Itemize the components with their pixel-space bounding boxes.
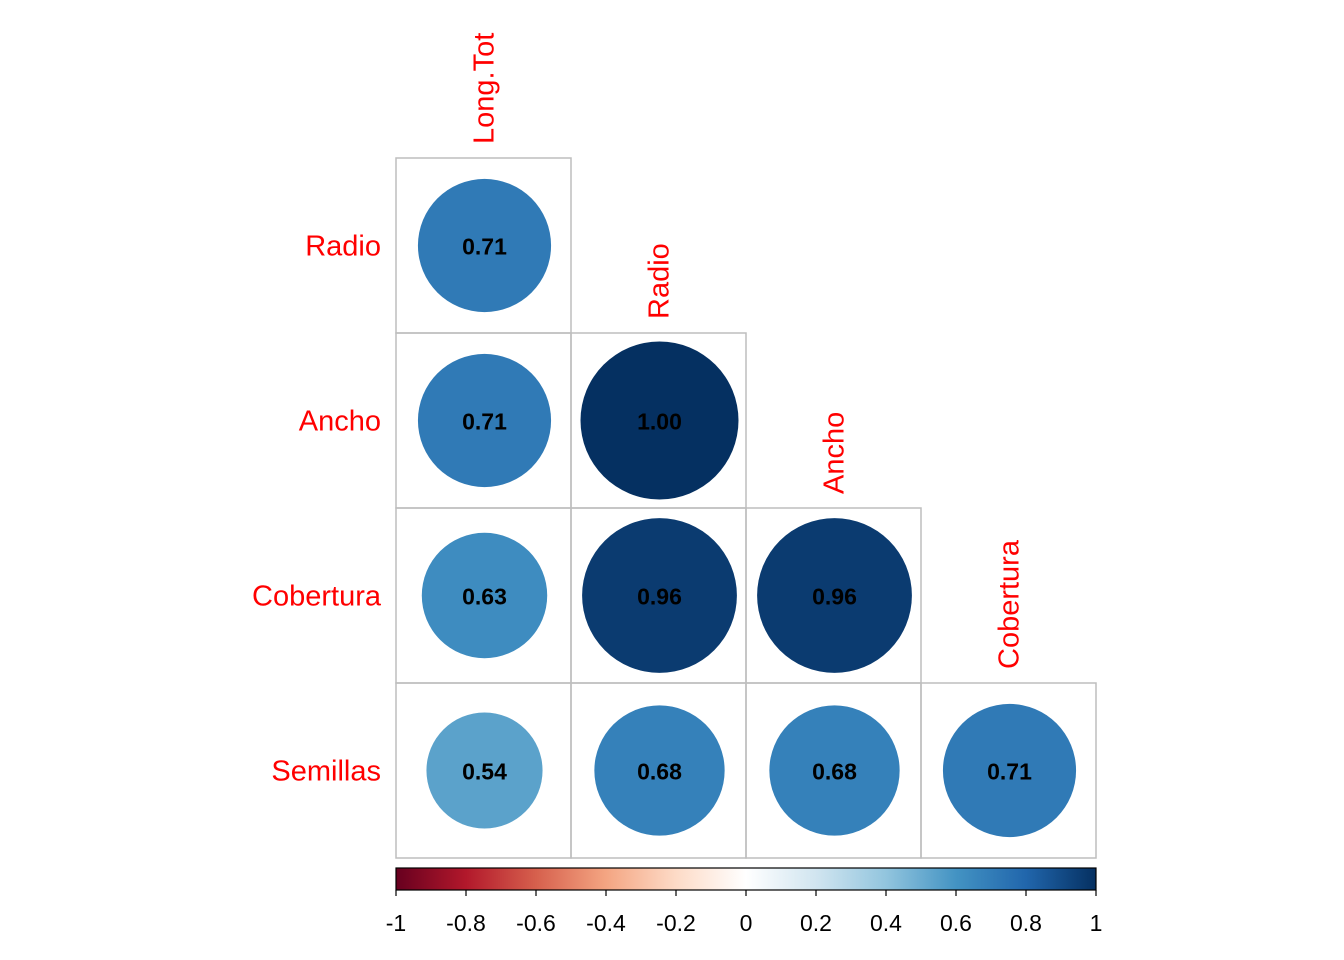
colorbar-tick-label: -0.6 bbox=[516, 910, 556, 936]
correlation-value-label: 0.96 bbox=[812, 584, 857, 610]
correlation-circle bbox=[580, 341, 739, 500]
column-label: Ancho bbox=[819, 412, 851, 494]
correlation-circle bbox=[421, 532, 548, 659]
colorbar-tick-label: 0.8 bbox=[1010, 910, 1042, 936]
correlation-value-label: 0.68 bbox=[812, 759, 857, 785]
colorbar-gradient bbox=[395, 867, 1097, 891]
column-label: Cobertura bbox=[994, 539, 1026, 669]
matrix-cells: 0.71 0.71 1.00 0.63 0.96 0.96 0.54 0.68 0.68 0.71 bbox=[395, 157, 1097, 859]
colorbar: -1 -0.8 -0.6 -0.4 -0.2 0 0.2 0.4 0.6 0.8 1 bbox=[386, 867, 1103, 936]
correlation-value-label: 0.71 bbox=[462, 234, 507, 260]
column-label: Radio bbox=[644, 243, 676, 319]
colorbar-tick-label: 1 bbox=[1090, 910, 1103, 936]
correlation-value-label: 0.71 bbox=[462, 409, 507, 435]
correlation-circle bbox=[942, 703, 1077, 838]
row-label: Ancho bbox=[299, 406, 381, 438]
row-labels: Radio Ancho Cobertura Semillas bbox=[252, 231, 382, 788]
column-label: Long.Tot bbox=[469, 33, 501, 144]
correlation-value-label: 0.68 bbox=[637, 759, 682, 785]
correlation-value-label: 0.96 bbox=[637, 584, 682, 610]
colorbar-tick-label: -1 bbox=[386, 910, 406, 936]
correlation-value-label: 1.00 bbox=[637, 409, 682, 435]
correlation-circle bbox=[417, 353, 552, 488]
colorbar-tick-label: -0.2 bbox=[656, 910, 696, 936]
correlation-value-label: 0.54 bbox=[462, 759, 507, 785]
correlation-circle bbox=[417, 178, 552, 313]
row-label: Radio bbox=[305, 231, 381, 263]
colorbar-tick-label: 0 bbox=[740, 910, 753, 936]
correlation-circle bbox=[769, 705, 900, 836]
colorbar-tick-label: 0.2 bbox=[800, 910, 832, 936]
colorbar-tick-label: 0.4 bbox=[870, 910, 902, 936]
matrix-cell bbox=[920, 682, 1097, 859]
row-label: Semillas bbox=[271, 756, 381, 788]
correlation-value-label: 0.63 bbox=[462, 584, 507, 610]
colorbar-tick-label: -0.8 bbox=[446, 910, 486, 936]
correlation-circle bbox=[426, 712, 543, 829]
correlation-circle bbox=[757, 518, 912, 673]
column-labels: Long.Tot Radio Ancho Cobertura bbox=[469, 33, 1026, 669]
row-label: Cobertura bbox=[252, 581, 382, 613]
colorbar-tick-label: 0.6 bbox=[940, 910, 972, 936]
correlation-circle bbox=[594, 705, 725, 836]
colorbar-tick-label: -0.4 bbox=[586, 910, 626, 936]
correlation-value-label: 0.71 bbox=[987, 759, 1032, 785]
correlation-circle bbox=[582, 518, 737, 673]
